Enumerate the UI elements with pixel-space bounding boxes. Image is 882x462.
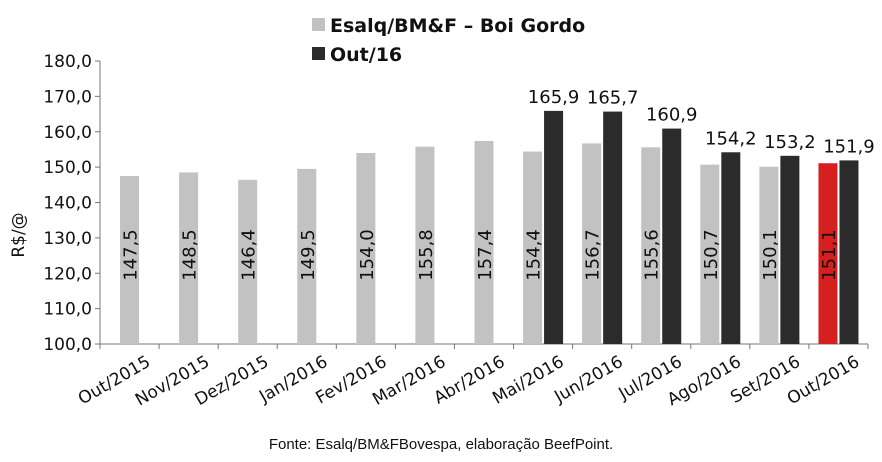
legend-swatch-series-1 xyxy=(312,18,325,31)
bar-series-1 xyxy=(297,168,317,344)
data-label-series-1: 151,1 xyxy=(819,229,840,281)
data-label-series-1: 149,5 xyxy=(298,229,319,281)
y-tick-label: 170,0 xyxy=(43,87,92,107)
data-label-series-1: 150,7 xyxy=(701,229,722,281)
data-label-series-2: 154,2 xyxy=(705,128,757,149)
legend-swatch-series-2 xyxy=(312,47,325,60)
bar-series-2 xyxy=(603,111,623,345)
bar-series-2 xyxy=(780,155,800,344)
bar-series-1 xyxy=(818,163,838,344)
bar-series-1 xyxy=(582,143,602,344)
bars xyxy=(120,110,859,345)
data-label-series-1: 150,1 xyxy=(760,229,781,281)
y-tick-label: 110,0 xyxy=(43,300,92,320)
data-label-series-1: 148,5 xyxy=(180,229,201,281)
y-tick-label: 160,0 xyxy=(43,123,92,143)
data-label-series-2: 165,7 xyxy=(587,88,639,109)
data-label-series-1: 155,6 xyxy=(642,229,663,281)
data-label-series-2: 165,9 xyxy=(528,87,580,108)
x-axis: Out/2015Nov/2015Dez/2015Jan/2016Fev/2016… xyxy=(75,344,869,410)
data-label-series-2: 153,2 xyxy=(764,132,816,153)
bar-series-2 xyxy=(662,128,682,344)
y-tick-label: 100,0 xyxy=(43,335,92,355)
data-label-series-1: 157,4 xyxy=(475,229,496,281)
data-label-series-1: 154,0 xyxy=(357,229,378,281)
bar-series-1 xyxy=(415,146,435,344)
data-label-series-1: 154,4 xyxy=(524,229,545,281)
bar-series-1 xyxy=(641,147,661,344)
bar-series-2 xyxy=(839,160,859,344)
bar-series-2 xyxy=(544,110,564,344)
y-tick-label: 150,0 xyxy=(43,158,92,178)
bar-series-1 xyxy=(179,172,199,344)
legend: Esalq/BM&F – Boi Gordo Out/16 xyxy=(312,15,585,66)
bar-series-1 xyxy=(700,164,720,344)
bar-series-1 xyxy=(474,140,494,344)
bar-series-1 xyxy=(120,175,140,344)
data-label-series-2: 160,9 xyxy=(646,105,698,126)
data-label-series-2: 151,9 xyxy=(823,136,875,157)
y-tick-label: 120,0 xyxy=(43,264,92,284)
data-label-series-1: 156,7 xyxy=(583,229,604,281)
bar-series-1 xyxy=(356,152,376,344)
bar-series-1 xyxy=(759,166,779,344)
legend-label-series-2: Out/16 xyxy=(330,44,402,66)
bar-series-1 xyxy=(238,179,258,344)
y-tick-label: 140,0 xyxy=(43,194,92,214)
y-tick-label: 180,0 xyxy=(43,52,92,72)
y-tick-label: 130,0 xyxy=(43,229,92,249)
source-note: Fonte: Esalq/BM&FBovespa, elaboração Bee… xyxy=(268,436,614,453)
data-label-series-1: 147,5 xyxy=(121,229,142,281)
data-labels: 147,5 148,5 146,4 149,5 154,0 155,8 157,4 154,4… xyxy=(121,87,875,281)
data-label-series-1: 146,4 xyxy=(239,229,260,281)
y-axis-label: R$/@ xyxy=(9,212,29,257)
chart: Esalq/BM&F – Boi Gordo Out/16 R$/@ 100,0… xyxy=(9,15,875,410)
legend-label-series-1: Esalq/BM&F – Boi Gordo xyxy=(330,15,585,37)
bar-series-2 xyxy=(721,152,741,344)
y-axis: 100,0 110,0 120,0 130,0 140,0 150,0 160,0 170,0… xyxy=(43,52,868,355)
data-label-series-1: 155,8 xyxy=(416,229,437,281)
bar-series-1 xyxy=(523,151,543,344)
